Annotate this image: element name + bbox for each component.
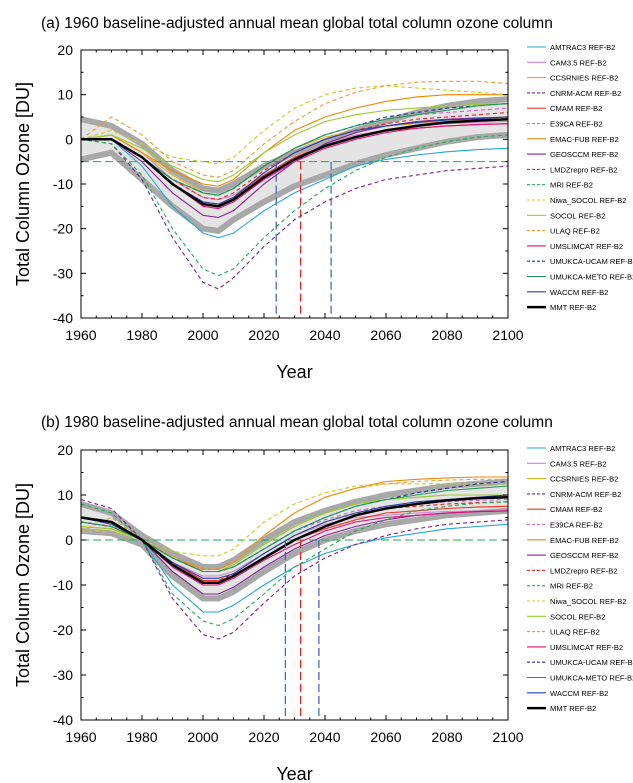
- legend-label: WACCM REF-B2: [550, 288, 608, 297]
- x-axis-label: Year: [276, 764, 312, 783]
- legend-label: AMTRAC3 REF-B2: [550, 444, 615, 453]
- x-tick-label: 2040: [309, 729, 340, 745]
- y-tick-label: -10: [53, 577, 73, 593]
- legend-label: Niwa_SOCOL REF-B2: [550, 597, 627, 606]
- legend-label: LMDZrepro REF-B2: [550, 165, 618, 174]
- legend-label: E39CA REF-B2: [550, 521, 603, 530]
- uncertainty-band: [81, 99, 508, 231]
- legend-label: CNRM-ACM REF-B2: [550, 490, 621, 499]
- legend-label: EMAC-FUB REF-B2: [550, 135, 619, 144]
- x-tick-label: 2060: [370, 729, 401, 745]
- legend-label: MRI REF-B2: [550, 582, 593, 591]
- band-upper-edge: [81, 478, 508, 570]
- x-tick-label: 1960: [65, 729, 96, 745]
- x-tick-label: 1960: [65, 327, 96, 343]
- legend-label: CCSRNIES REF-B2: [550, 74, 618, 83]
- legend-label: CNRM-ACM REF-B2: [550, 89, 621, 98]
- legend-label: MRI REF-B2: [550, 181, 593, 190]
- series-line: [81, 498, 508, 640]
- y-tick-label: 10: [57, 487, 73, 503]
- x-tick-label: 2080: [431, 327, 462, 343]
- legend-label: GEOSCCM REF-B2: [550, 551, 618, 560]
- y-tick-label: -40: [53, 712, 73, 728]
- y-tick-label: 10: [57, 87, 73, 103]
- legend-label: CAM3.5 REF-B2: [550, 58, 607, 67]
- series-line: [81, 516, 508, 613]
- series-line: [81, 117, 508, 208]
- legend-label: CMAM REF-B2: [550, 505, 602, 514]
- y-tick-label: -20: [53, 622, 73, 638]
- legend-label: MMT REF-B2: [550, 704, 596, 713]
- y-tick-label: -20: [53, 221, 73, 237]
- legend: AMTRAC3 REF-B2 CAM3.5 REF-B2 CCSRNIES REF-…: [527, 43, 633, 312]
- x-axis-label: Year: [276, 362, 312, 382]
- legend-label: GEOSCCM REF-B2: [550, 150, 618, 159]
- legend-label: Niwa_SOCOL REF-B2: [550, 196, 627, 205]
- legend-label: UMUKCA-METO REF-B2: [550, 273, 633, 282]
- x-tick-label: 2020: [248, 327, 279, 343]
- band-lower-edge: [81, 507, 508, 602]
- series-line: [81, 103, 508, 183]
- y-tick-label: 0: [65, 532, 73, 548]
- panel-b: (b) 1980 baseline-adjusted annual mean g…: [13, 414, 633, 783]
- chart-title: (a) 1960 baseline-adjusted annual mean g…: [41, 15, 553, 32]
- legend-label: UMSLIMCAT REF-B2: [550, 242, 623, 251]
- y-tick-label: -30: [53, 667, 73, 683]
- x-tick-label: 1980: [126, 327, 157, 343]
- series-line: [81, 103, 508, 196]
- x-tick-label: 2080: [431, 729, 462, 745]
- series-line: [81, 483, 508, 557]
- series-line: [81, 116, 508, 219]
- legend-label: CMAM REF-B2: [550, 104, 602, 113]
- series-line: [81, 496, 508, 585]
- series-line: [81, 134, 508, 277]
- legend-label: ULAQ REF-B2: [550, 628, 600, 637]
- x-tick-label: 2020: [248, 729, 279, 745]
- legend: AMTRAC3 REF-B2 CAM3.5 REF-B2 CCSRNIES REF-…: [527, 444, 633, 713]
- legend-label: MMT REF-B2: [550, 303, 596, 312]
- panel-a: (a) 1960 baseline-adjusted annual mean g…: [13, 15, 633, 382]
- series-line: [81, 80, 508, 178]
- x-tick-label: 2000: [187, 327, 218, 343]
- legend-label: WACCM REF-B2: [550, 689, 608, 698]
- legend-label: LMDZrepro REF-B2: [550, 566, 618, 575]
- y-tick-label: -40: [53, 310, 73, 326]
- series-line: [81, 85, 508, 165]
- series-line: [81, 478, 508, 570]
- x-tick-label: 1980: [126, 729, 157, 745]
- y-axis-label: Total Column Ozone [DU]: [13, 82, 33, 286]
- legend-label: ULAQ REF-B2: [550, 227, 600, 236]
- y-tick-label: -30: [53, 265, 73, 281]
- series-line: [81, 138, 508, 290]
- series-line: [81, 485, 508, 573]
- legend-label: UMSLIMCAT REF-B2: [550, 643, 623, 652]
- legend-label: SOCOL REF-B2: [550, 211, 605, 220]
- legend-label: UMUKCA-UCAM REF-B2: [550, 658, 633, 667]
- y-tick-label: 20: [57, 442, 73, 458]
- chart-title: (b) 1980 baseline-adjusted annual mean g…: [41, 414, 553, 431]
- y-tick-label: 0: [65, 131, 73, 147]
- legend-label: SOCOL REF-B2: [550, 612, 605, 621]
- y-axis-label: Total Column Ozone [DU]: [13, 483, 33, 687]
- x-tick-label: 2100: [492, 327, 523, 343]
- legend-label: CCSRNIES REF-B2: [550, 475, 618, 484]
- plot-area: [81, 80, 508, 318]
- series-line: [81, 138, 508, 239]
- legend-label: UMUKCA-UCAM REF-B2: [550, 257, 633, 266]
- legend-label: CAM3.5 REF-B2: [550, 459, 607, 468]
- x-tick-label: 2100: [492, 729, 523, 745]
- x-tick-label: 2000: [187, 729, 218, 745]
- y-tick-label: -10: [53, 176, 73, 192]
- y-tick-label: 20: [57, 42, 73, 58]
- legend-label: EMAC-FUB REF-B2: [550, 536, 619, 545]
- legend-label: AMTRAC3 REF-B2: [550, 43, 615, 52]
- x-tick-label: 2060: [370, 327, 401, 343]
- legend-label: E39CA REF-B2: [550, 120, 603, 129]
- plot-area: [81, 476, 508, 720]
- x-tick-label: 2040: [309, 327, 340, 343]
- legend-label: UMUKCA-METO REF-B2: [550, 674, 633, 683]
- series-line: [81, 501, 508, 627]
- series-line: [81, 94, 508, 187]
